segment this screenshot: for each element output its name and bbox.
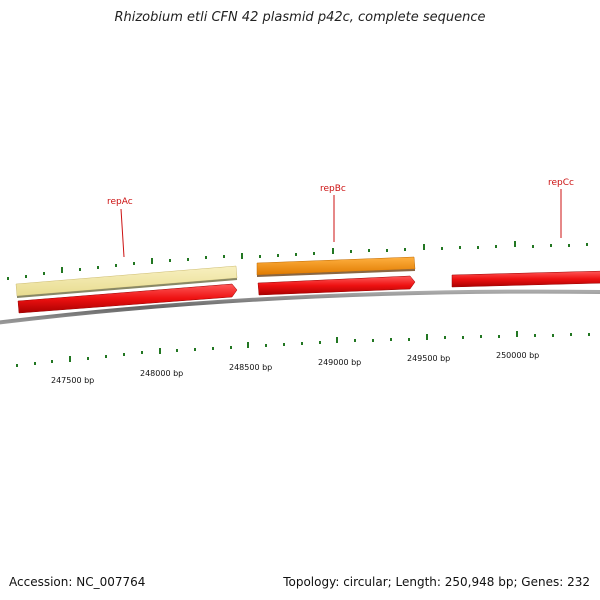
separator: ;	[387, 575, 396, 589]
tick-label-249000: 249000 bp	[318, 358, 361, 367]
gene-label-repBc[interactable]: repBc	[320, 184, 346, 194]
tick-label-248000: 248000 bp	[140, 369, 183, 378]
cds-repBc[interactable]	[257, 275, 416, 296]
tick-label-250000: 250000 bp	[496, 351, 539, 360]
accession-label: Accession:	[9, 575, 73, 589]
topology-label: Topology:	[283, 575, 340, 589]
label-leader-repAc	[120, 208, 125, 258]
summary-footer: Topology: circular; Length: 250,948 bp; …	[283, 575, 590, 589]
gene-repBc-shadow	[256, 269, 416, 277]
length-label: Length:	[395, 575, 441, 589]
tick-label-249500: 249500 bp	[407, 354, 450, 363]
accession-value: NC_007764	[76, 575, 146, 589]
tick-label-247500: 247500 bp	[51, 376, 94, 385]
genes-label: Genes:	[521, 575, 564, 589]
separator: ;	[513, 575, 522, 589]
outer-tick-row	[7, 241, 588, 280]
sequence-backbone	[0, 289, 600, 325]
gene-label-repCc[interactable]: repCc	[548, 178, 574, 188]
topology-value: circular	[343, 575, 388, 589]
genes-value: 232	[567, 575, 590, 589]
length-value: 250,948 bp	[444, 575, 514, 589]
gene-repAc[interactable]	[15, 265, 238, 297]
inner-tick-row	[16, 331, 590, 367]
gene-repAc-shadow	[16, 278, 238, 298]
gene-label-repAc[interactable]: repAc	[107, 197, 133, 207]
map-title: Rhizobium etli CFN 42 plasmid p42c, comp…	[114, 10, 486, 25]
tick-label-248500: 248500 bp	[229, 363, 272, 372]
gene-repCc[interactable]	[451, 270, 600, 288]
cds-repAc[interactable]	[17, 283, 238, 314]
accession-footer: Accession: NC_007764	[9, 575, 145, 589]
